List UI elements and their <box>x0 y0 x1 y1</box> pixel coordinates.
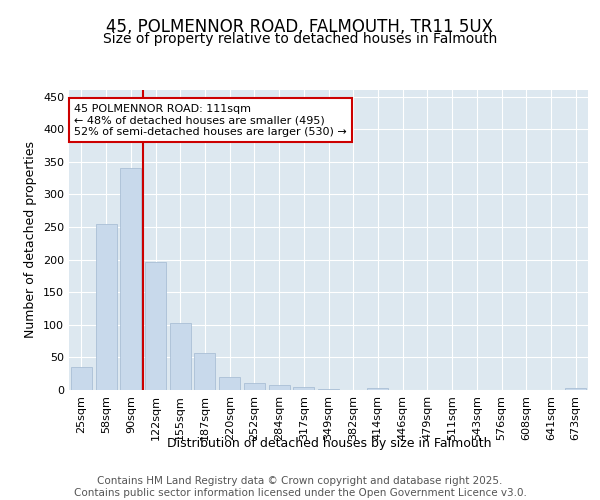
Bar <box>244 384 265 390</box>
Bar <box>120 168 141 390</box>
Bar <box>219 377 240 390</box>
Text: 45 POLMENNOR ROAD: 111sqm
← 48% of detached houses are smaller (495)
52% of semi: 45 POLMENNOR ROAD: 111sqm ← 48% of detac… <box>74 104 347 136</box>
Bar <box>367 388 388 390</box>
Bar <box>293 388 314 390</box>
Bar <box>71 367 92 390</box>
Bar <box>145 262 166 390</box>
Text: Size of property relative to detached houses in Falmouth: Size of property relative to detached ho… <box>103 32 497 46</box>
Bar <box>95 224 116 390</box>
Text: Distribution of detached houses by size in Falmouth: Distribution of detached houses by size … <box>167 438 491 450</box>
Bar <box>565 388 586 390</box>
Bar <box>194 353 215 390</box>
Text: 45, POLMENNOR ROAD, FALMOUTH, TR11 5UX: 45, POLMENNOR ROAD, FALMOUTH, TR11 5UX <box>107 18 493 36</box>
Bar <box>269 386 290 390</box>
Bar <box>170 323 191 390</box>
Text: Contains HM Land Registry data © Crown copyright and database right 2025.
Contai: Contains HM Land Registry data © Crown c… <box>74 476 526 498</box>
Y-axis label: Number of detached properties: Number of detached properties <box>25 142 37 338</box>
